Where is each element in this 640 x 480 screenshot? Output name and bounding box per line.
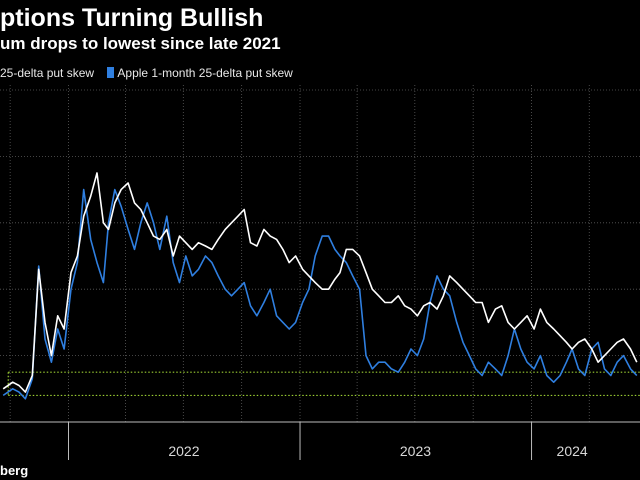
- series-line-put-skew: [2, 172, 638, 393]
- legend-label-apple-skew: Apple 1-month 25-delta put skew: [117, 65, 293, 80]
- source-note: berg: [0, 463, 29, 478]
- chart-subtitle: um drops to lowest since late 2021: [0, 34, 281, 53]
- legend-item-put-skew: 25-delta put skew: [0, 65, 94, 80]
- chart-title: ptions Turning Bullish: [0, 4, 264, 32]
- chart-legend: 25-delta put skew Apple 1-month 25-delta…: [0, 64, 640, 80]
- series-line-apple-skew: [2, 188, 638, 400]
- x-tick-label: 2024: [557, 443, 588, 459]
- legend-swatch-apple-skew: [107, 66, 115, 78]
- legend-item-apple-skew: Apple 1-month 25-delta put skew: [107, 65, 293, 80]
- x-tick-label: 2022: [168, 443, 199, 459]
- legend-label-put-skew: 25-delta put skew: [0, 65, 95, 80]
- x-tick-label: 2023: [400, 443, 431, 459]
